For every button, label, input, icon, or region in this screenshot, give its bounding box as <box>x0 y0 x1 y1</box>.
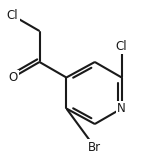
Text: Cl: Cl <box>116 40 128 53</box>
Text: N: N <box>117 102 126 115</box>
Text: Cl: Cl <box>7 9 18 22</box>
Text: Br: Br <box>88 141 101 154</box>
Text: O: O <box>8 71 17 84</box>
